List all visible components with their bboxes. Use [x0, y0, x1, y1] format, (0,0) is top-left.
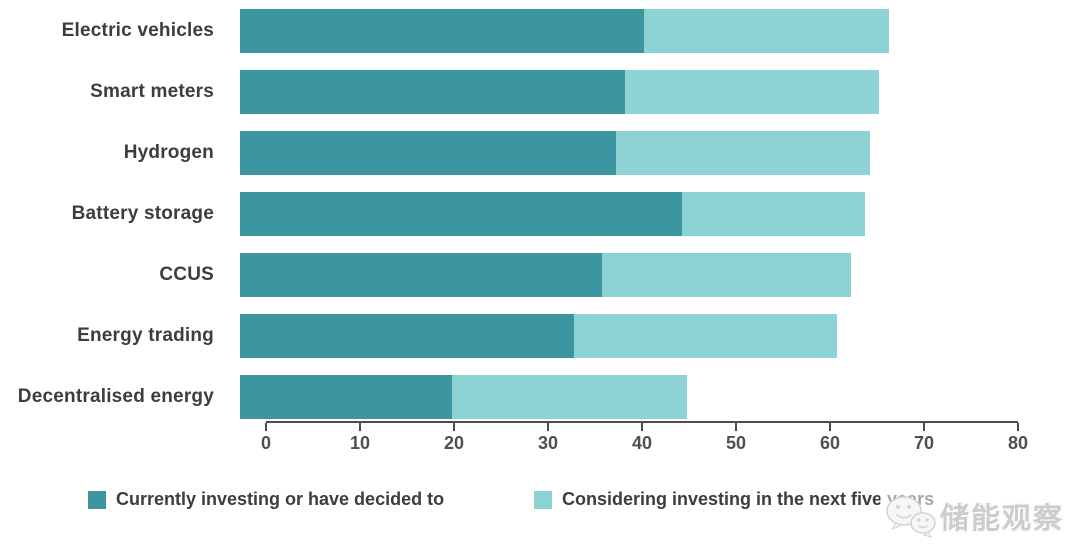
bar-segment-considering: [681, 191, 866, 236]
bar-track: [240, 130, 992, 175]
bar-track: [240, 374, 992, 419]
x-axis-tick-label: 40: [631, 433, 653, 453]
category-label: Smart meters: [90, 80, 214, 102]
category-label: Hydrogen: [123, 141, 214, 163]
bar-segment-currently-investing: [240, 374, 452, 419]
x-axis-tick: [923, 423, 925, 431]
x-axis-tick: [735, 423, 737, 431]
bar-segment-considering: [616, 130, 870, 175]
bar-segment-considering: [625, 69, 880, 114]
category-label: Energy trading: [77, 324, 214, 346]
x-axis-tick: [453, 423, 455, 431]
chart-legend: Currently investing or have decided to C…: [0, 489, 1080, 517]
x-axis-tick-label: 10: [349, 433, 371, 453]
x-axis-tick-label: 20: [443, 433, 465, 453]
bar-track: [240, 313, 992, 358]
legend-item-currently-investing: Currently investing or have decided to: [88, 489, 444, 510]
x-axis-line: [265, 421, 1019, 431]
x-axis-labels: 0 10 20 30 40 50 60 70 80: [261, 433, 1028, 455]
bar-track: [240, 252, 992, 297]
category-label: CCUS: [159, 263, 214, 285]
bar-segment-considering: [601, 252, 851, 297]
chart-row: Smart meters: [0, 61, 1080, 122]
bar-segment-currently-investing: [240, 313, 574, 358]
legend-label-considering: Considering investing in the next five y…: [562, 489, 935, 509]
legend-swatch-currently-investing: [88, 490, 106, 509]
bar-track: [240, 8, 992, 53]
bar-segment-considering: [644, 8, 889, 53]
category-label: Battery storage: [71, 202, 214, 224]
category-label: Decentralised energy: [17, 385, 214, 407]
bar-segment-currently-investing: [240, 252, 602, 297]
bar-track: [240, 69, 992, 114]
bar-segment-currently-investing: [240, 8, 645, 53]
chart-row: Electric vehicles: [0, 0, 1080, 61]
category-label: Electric vehicles: [61, 19, 214, 41]
chart-row: Hydrogen: [0, 122, 1080, 183]
x-axis-tick-label: 60: [819, 433, 841, 453]
x-axis-tick: [829, 423, 831, 431]
bar-segment-considering: [451, 374, 687, 419]
legend-swatch-considering: [534, 490, 552, 509]
bar-segment-currently-investing: [240, 130, 616, 175]
x-axis-tick: [641, 423, 643, 431]
x-axis-tick-label: 80: [1007, 433, 1029, 453]
x-axis-tick: [547, 423, 549, 431]
chart-row: Decentralised energy: [0, 366, 1080, 427]
chart-row: Battery storage: [0, 183, 1080, 244]
x-axis-tick: [359, 423, 361, 431]
chart-rows: Electric vehicles Smart meters Hydrogen Bat…: [0, 0, 1080, 427]
x-axis-tick-label: 50: [725, 433, 747, 453]
bar-segment-considering: [573, 313, 837, 358]
x-axis-tick: [1017, 423, 1019, 431]
bar-segment-currently-investing: [240, 191, 682, 236]
chart-row: Energy trading: [0, 305, 1080, 366]
x-axis-tick-label: 70: [913, 433, 935, 453]
chart-row: CCUS: [0, 244, 1080, 305]
legend-label-currently-investing: Currently investing or have decided to: [116, 489, 445, 509]
bar-track: [240, 191, 992, 236]
bar-segment-currently-investing: [240, 69, 626, 114]
x-axis-tick-label: 0: [260, 433, 272, 453]
x-axis-tick: [265, 423, 267, 431]
x-axis-tick-label: 30: [537, 433, 559, 453]
legend-item-considering: Considering investing in the next five y…: [534, 489, 934, 510]
